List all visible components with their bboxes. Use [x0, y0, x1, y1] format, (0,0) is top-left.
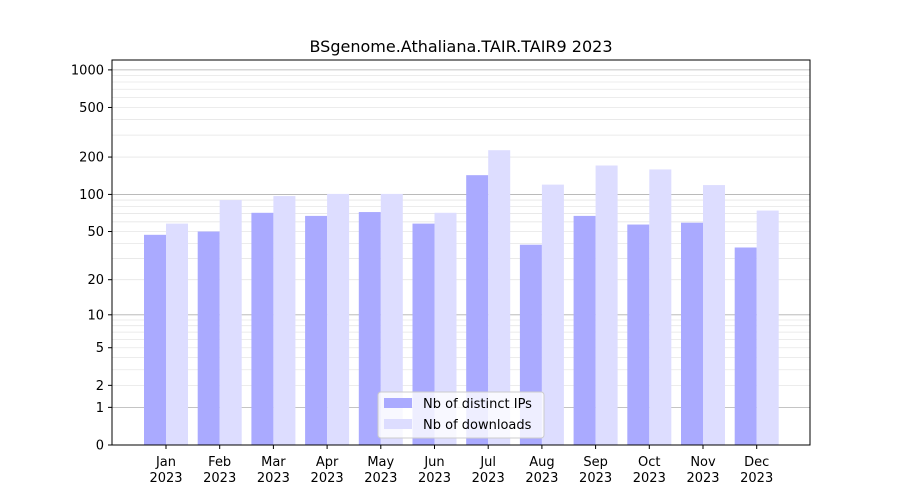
y-tick-label: 0	[96, 439, 104, 454]
x-tick-label-year: 2023	[579, 471, 612, 486]
plot-frame	[111, 59, 811, 446]
x-tick-label-year: 2023	[203, 471, 236, 486]
bar-downloads	[166, 223, 188, 445]
chart-title: BSgenome.Athaliana.TAIR.TAIR9 2023	[309, 37, 612, 56]
bar-downloads	[219, 200, 242, 445]
bar-distinct-ips	[573, 215, 596, 445]
y-tick-label: 1	[96, 401, 104, 416]
bar-distinct-ips	[305, 215, 328, 445]
bar-distinct-ips	[144, 234, 166, 445]
bar-downloads	[327, 193, 350, 445]
x-tick-label-year: 2023	[633, 471, 666, 486]
bar-distinct-ips	[412, 223, 435, 445]
x-tick-label-month: Mar	[261, 455, 286, 470]
bar-distinct-ips	[358, 212, 381, 445]
bar-downloads	[434, 212, 457, 445]
x-tick-label-year: 2023	[686, 471, 719, 486]
y-tick-label: 200	[79, 151, 104, 166]
bar-downloads	[380, 193, 403, 445]
bar-downloads	[595, 165, 618, 446]
x-tick-label-year: 2023	[740, 471, 773, 486]
x-tick-label-year: 2023	[418, 471, 451, 486]
x-tick-label-month: Apr	[316, 455, 339, 470]
x-tick-label-month: Jul	[479, 455, 496, 470]
y-tick-label: 50	[87, 225, 104, 240]
y-axis: 0 1 2 5 10 20 50 100 200 500 1000	[71, 63, 112, 454]
x-tick-label-month: Jun	[423, 455, 444, 470]
bar-distinct-ips	[681, 222, 703, 445]
x-tick-label-year: 2023	[311, 471, 344, 486]
x-tick-label-month: Feb	[208, 455, 231, 470]
y-tick-label: 1000	[71, 63, 104, 78]
y-tick-label: 2	[96, 379, 104, 394]
x-tick-label-year: 2023	[364, 471, 397, 486]
bars	[144, 150, 779, 446]
y-tick-label: 10	[87, 308, 104, 323]
x-tick-label-month: Dec	[744, 455, 769, 470]
x-tick-label-year: 2023	[472, 471, 505, 486]
bar-downloads	[703, 185, 725, 445]
y-tick-label: 100	[79, 188, 104, 203]
y-tick-label: 500	[79, 101, 104, 116]
x-tick-label-month: Aug	[529, 455, 554, 470]
x-axis: Jan2023Feb2023Mar2023Apr2023May2023Jun20…	[149, 445, 773, 486]
legend-swatch	[384, 398, 412, 408]
bar-distinct-ips	[251, 212, 274, 445]
legend-label: Nb of distinct IPs	[423, 397, 532, 412]
x-tick-label-month: Sep	[583, 455, 608, 470]
legend-label: Nb of downloads	[423, 418, 532, 433]
legend-swatch	[384, 419, 412, 429]
bar-downloads	[488, 150, 511, 445]
y-tick-label: 5	[96, 341, 104, 356]
bar-downloads	[649, 169, 672, 445]
x-tick-label-year: 2023	[257, 471, 290, 486]
bar-distinct-ips	[627, 224, 650, 445]
bar-distinct-ips	[466, 175, 489, 445]
bar-downloads	[541, 184, 564, 445]
bar-distinct-ips	[734, 247, 757, 445]
bar-distinct-ips	[197, 231, 220, 445]
x-tick-label-month: May	[367, 455, 394, 470]
bar-downloads	[756, 210, 779, 445]
legend-box	[377, 391, 545, 439]
y-tick-label: 20	[87, 273, 104, 288]
x-tick-label-year: 2023	[525, 471, 558, 486]
x-tick-label-year: 2023	[149, 471, 182, 486]
x-tick-label-month: Oct	[638, 455, 660, 470]
x-tick-label-month: Nov	[690, 455, 716, 470]
legend: Nb of distinct IPs Nb of downloads	[377, 391, 545, 439]
x-tick-label-month: Jan	[155, 455, 176, 470]
bar-downloads	[273, 196, 296, 445]
